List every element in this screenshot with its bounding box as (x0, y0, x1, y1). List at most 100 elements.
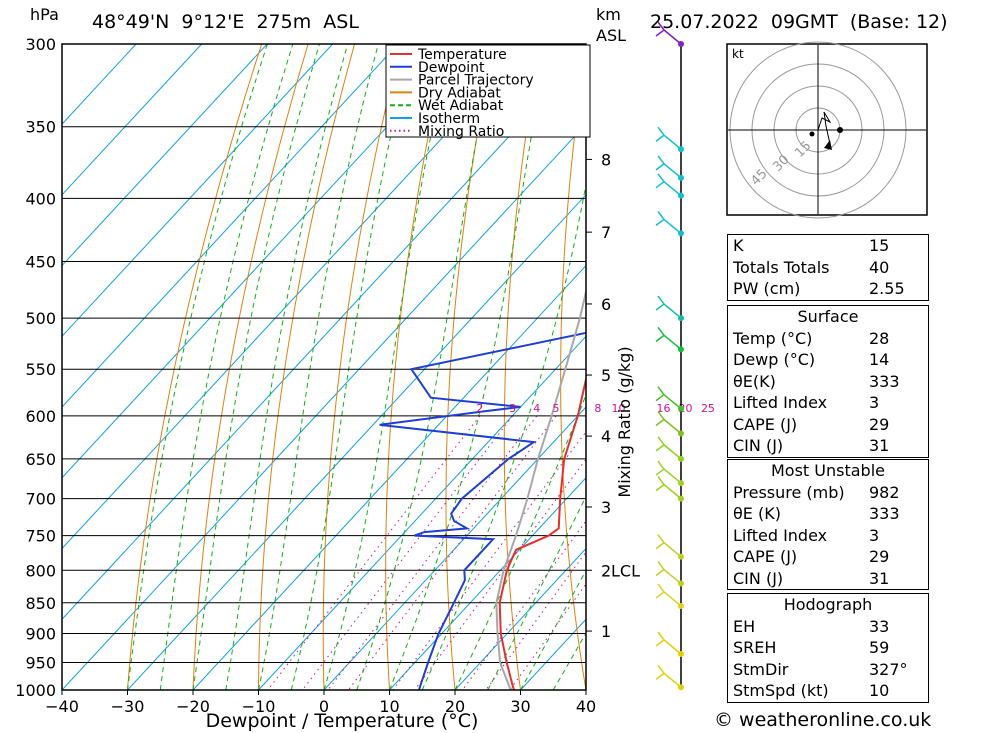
sreh-row: SREH 59 (728, 637, 928, 659)
x-tick-label: 0 (319, 697, 329, 716)
wet-adiabat-line (159, 44, 294, 690)
hodograph-unit: kt (732, 47, 744, 61)
isotherm-line (454, 547, 586, 690)
most-unstable-table: Most Unstable Pressure (mb) 982 θE (K) 333… (727, 459, 929, 590)
legend-label: Temperature (417, 47, 507, 63)
legend-label: Wet Adiabat (418, 98, 504, 114)
isotherm-line (323, 406, 586, 690)
x-tick-label: −10 (242, 697, 276, 716)
x-tick-label: −20 (176, 697, 210, 716)
legend-label: Dewpoint (418, 60, 485, 76)
x-tick-label: 20 (445, 697, 465, 716)
dry-adiabat-line (668, 44, 717, 690)
wind-barb (655, 468, 682, 484)
mu-li-label: Lifted Index (733, 525, 828, 545)
dry-adiabat-line (385, 44, 448, 690)
surface-li-row: Lifted Index 3 (728, 392, 928, 414)
isotherm-line (62, 44, 465, 479)
pw-value: 2.55 (869, 279, 905, 298)
mu-theta-row: θE (K) 333 (728, 503, 928, 525)
wind-barb-flag (657, 210, 665, 220)
wet-adiabat-line (192, 44, 320, 690)
surface-li-label: Lifted Index (733, 393, 828, 412)
pw-label: PW (cm) (733, 279, 801, 298)
wind-barb-flag (657, 460, 665, 470)
wet-adiabat-line (290, 44, 413, 690)
surface-cape-row: CAPE (J) 29 (728, 414, 928, 436)
legend-label: Isotherm (418, 111, 480, 127)
wind-barb (655, 590, 682, 607)
wind-barb (655, 418, 682, 435)
pressure-tick-label: 350 (25, 118, 56, 137)
chart-header: hPa 48°49'N 9°12'E 275m ASL km ASL 25.07… (30, 5, 948, 732)
mixing-ratio-line (392, 430, 586, 690)
mixing-ratio-tick-label: 2 (476, 402, 483, 415)
isotherm-line (192, 264, 586, 690)
surface-table: Surface Temp (°C) 28 Dewp (°C) 14 θE(K) 333… (727, 305, 929, 458)
profile-series (379, 109, 586, 690)
isotherm-line (258, 335, 586, 690)
surface-dewp-label: Dewp (°C) (733, 350, 816, 369)
mixing-ratio-tick-label: 10 (612, 402, 626, 415)
sreh-value: 59 (869, 638, 890, 657)
surface-li-value: 3 (869, 393, 880, 412)
wet-adiabat-line (520, 569, 586, 690)
surface-cape-value: 29 (869, 414, 890, 434)
series-dewpoint (379, 109, 586, 690)
wet-adiabat-line (127, 44, 268, 690)
surface-cin-label: CIN (J) (733, 436, 784, 455)
surface-cin-value: 31 (869, 436, 890, 455)
mixing-ratio-labels: 2 3 4 5 8 10 16 20 25 (476, 402, 715, 415)
indices-table: K 15 Totals Totals 40 PW (cm) 2.55 (727, 234, 929, 301)
km-tick-label: 3 (601, 498, 611, 517)
pressure-tick-label: 900 (25, 624, 56, 643)
mu-cape-value: 29 (869, 547, 890, 566)
k-row: K 15 (728, 235, 928, 257)
mu-cin-label: CIN (J) (733, 568, 784, 588)
mu-li-row: Lifted Index 3 (728, 525, 928, 547)
wind-barb-flag (657, 583, 665, 593)
wet-adiabat-line (487, 495, 586, 690)
wind-barb (655, 483, 682, 500)
isotherm-line (62, 44, 137, 125)
mu-cin-row: CIN (J) 31 (728, 568, 928, 590)
mixing-ratio-line (267, 415, 481, 690)
pressure-tick-label: 300 (25, 35, 56, 54)
wind-barb (655, 638, 682, 655)
wind-barb-flag (657, 631, 665, 641)
wind-barb-flag (657, 126, 665, 136)
surface-cin-row: CIN (J) 31 (728, 435, 928, 457)
mixing-ratio-line (414, 458, 586, 690)
isotherm-line (62, 44, 203, 196)
wind-barb-flag (657, 561, 665, 570)
wind-barb-flag (657, 386, 665, 396)
pressure-tick-label: 450 (25, 253, 56, 272)
mu-cape-label: CAPE (J) (733, 547, 798, 566)
wind-barb (655, 334, 682, 350)
wind-barb (655, 541, 682, 558)
pressure-tick-label: 850 (25, 594, 56, 613)
series-temperature (498, 374, 586, 690)
km-tick-label: 5 (601, 366, 611, 385)
copyright-link[interactable]: © weatheronline.co.uk (714, 709, 932, 731)
mu-title: Most Unstable (771, 461, 885, 480)
wind-barb-flag (657, 155, 665, 165)
isotherm-line (62, 52, 586, 620)
wind-barb (655, 134, 682, 150)
hodograph-arrow (824, 140, 832, 150)
k-label: K (733, 236, 744, 255)
x-tick-label: 30 (510, 697, 530, 716)
km-tick-label: 4 (601, 427, 611, 446)
stmdir-row: StmDir 327° (728, 659, 928, 681)
pressure-unit: hPa (30, 5, 59, 24)
surface-temp-label: Temp (°C) (733, 328, 813, 348)
surface-theta-row: θE(K) 333 (728, 371, 928, 393)
km-tick-label: 2 (601, 561, 611, 580)
stmspd-value: 10 (869, 681, 890, 700)
pressure-lines (62, 43, 586, 691)
legend-label: Parcel Trajectory (418, 73, 534, 89)
legend-label: Dry Adiabat (418, 85, 501, 101)
surface-temp-value: 28 (869, 328, 890, 348)
